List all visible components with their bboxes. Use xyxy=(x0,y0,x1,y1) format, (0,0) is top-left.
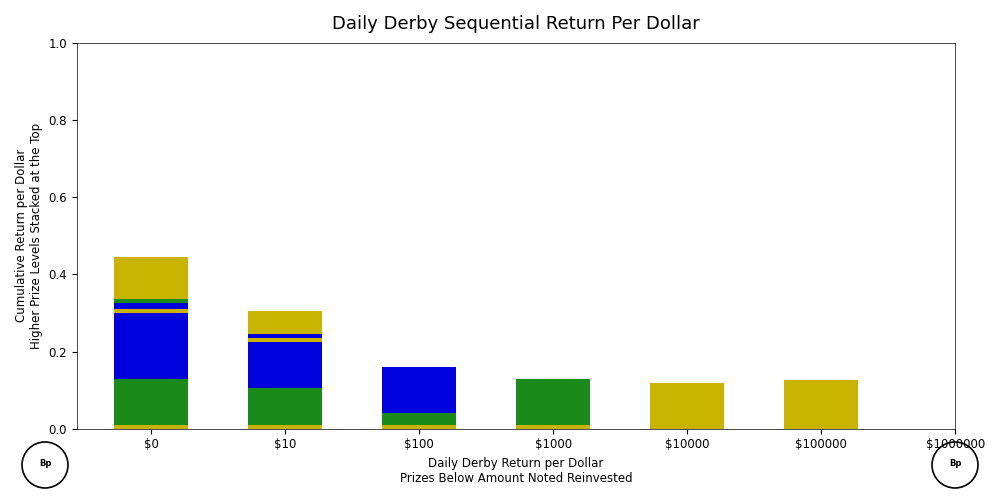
Bar xyxy=(248,425,322,428)
Bar xyxy=(382,425,456,428)
Bar xyxy=(248,388,322,425)
Text: Bp: Bp xyxy=(949,460,961,468)
Bar xyxy=(248,342,322,388)
Bar xyxy=(248,338,322,342)
Text: Bp: Bp xyxy=(39,460,51,468)
Bar xyxy=(516,380,590,422)
Bar xyxy=(114,309,188,313)
Bar xyxy=(382,367,456,414)
Bar xyxy=(382,414,456,425)
X-axis label: Daily Derby Return per Dollar
Prizes Below Amount Noted Reinvested: Daily Derby Return per Dollar Prizes Bel… xyxy=(400,457,632,485)
Bar xyxy=(248,311,322,334)
Y-axis label: Cumulative Return per Dollar
Higher Prize Levels Stacked at the Top: Cumulative Return per Dollar Higher Priz… xyxy=(15,122,43,349)
Bar xyxy=(784,380,858,426)
Bar xyxy=(114,313,188,378)
Bar xyxy=(650,383,724,426)
Bar xyxy=(516,422,590,425)
Bar xyxy=(516,425,590,428)
Bar xyxy=(650,426,724,428)
Bar xyxy=(114,378,188,425)
Bar xyxy=(114,425,188,428)
Title: Daily Derby Sequential Return Per Dollar: Daily Derby Sequential Return Per Dollar xyxy=(332,15,700,33)
Bar xyxy=(114,304,188,309)
Bar xyxy=(114,257,188,300)
Bar xyxy=(248,334,322,338)
Bar xyxy=(784,426,858,428)
Bar xyxy=(114,300,188,304)
